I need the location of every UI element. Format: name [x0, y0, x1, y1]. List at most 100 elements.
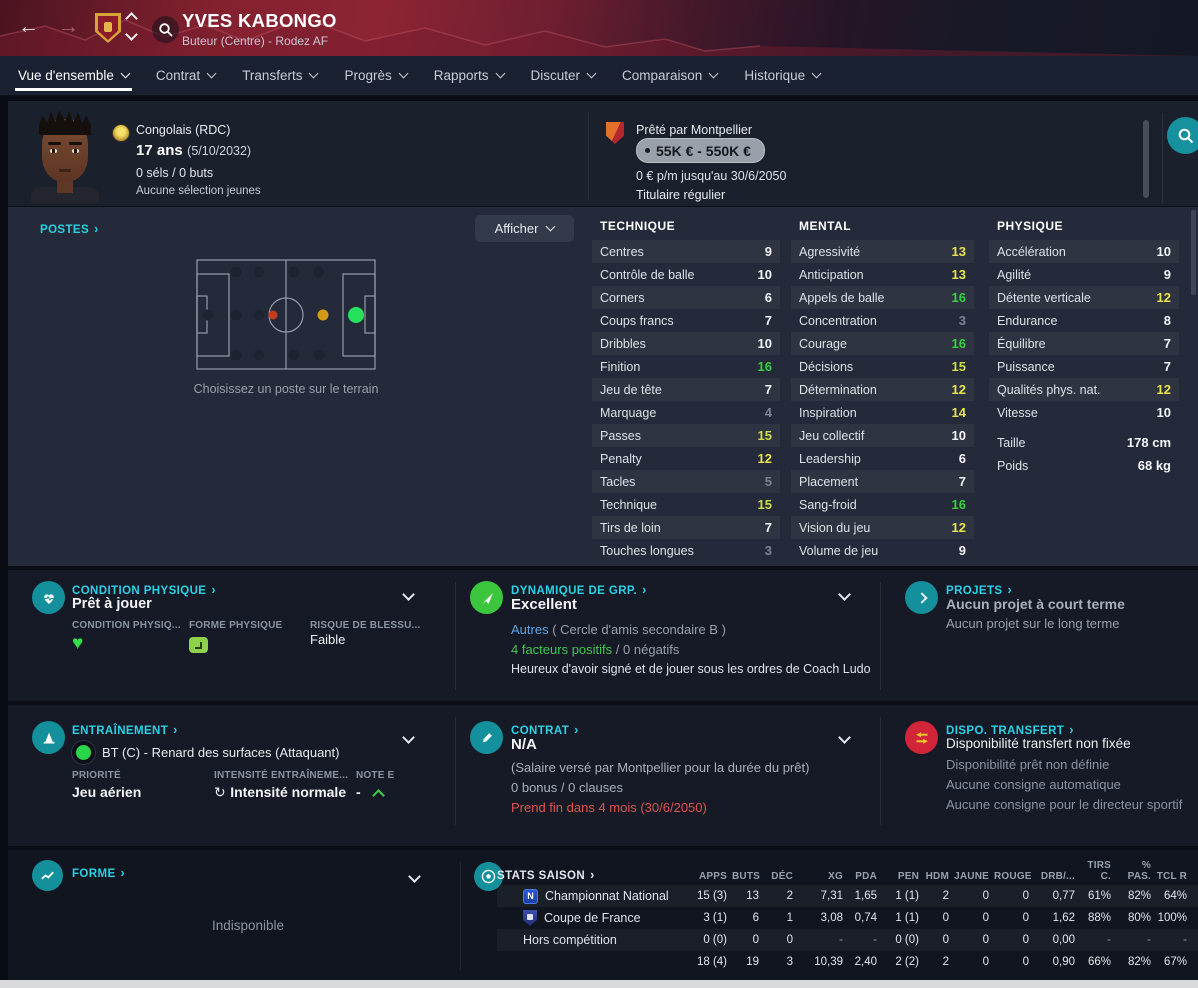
competition-name: Hors compétition: [523, 933, 617, 947]
position-slot-dot[interactable]: [202, 309, 214, 321]
tab-rapports[interactable]: Rapports: [434, 56, 505, 95]
training-section-link[interactable]: ENTRAÎNEMENT: [72, 723, 178, 737]
tab-vue-d-ensemble[interactable]: Vue d'ensemble: [15, 56, 132, 95]
condition-status: Prêt à jouer: [72, 596, 152, 612]
position-slot-dot[interactable]: [313, 266, 325, 278]
vertical-scrollbar[interactable]: [1143, 120, 1149, 198]
projects-long-term: Aucun projet sur le long terme: [946, 616, 1120, 631]
training-collapse-button[interactable]: [402, 729, 415, 747]
dynamics-negative-factors: 0 négatifs: [623, 642, 680, 657]
position-pitch[interactable]: [196, 259, 376, 370]
contract-collapse-button[interactable]: [838, 729, 851, 747]
condition-section-link[interactable]: CONDITION PHYSIQUE: [72, 583, 216, 597]
position-slot-dot[interactable]: [230, 349, 242, 361]
mental-header: MENTAL: [799, 219, 852, 233]
position-rating-dot[interactable]: [348, 307, 364, 323]
position-slot-dot[interactable]: [288, 349, 300, 361]
stat-value: 2: [786, 890, 793, 902]
attribute-label: Technique: [600, 497, 657, 512]
chevron-down-icon: [309, 68, 319, 79]
height-label: Taille: [997, 435, 1026, 450]
position-slot-dot[interactable]: [253, 266, 265, 278]
attribute-value: 9: [1163, 267, 1171, 282]
stats-section-link[interactable]: STATS SAISON: [497, 868, 686, 882]
back-arrow-button[interactable]: ←: [18, 15, 39, 38]
stat-value: -: [1107, 934, 1111, 946]
position-slot-dot[interactable]: [313, 349, 325, 361]
attribute-value: 9: [958, 543, 966, 558]
tab-historique[interactable]: Historique: [744, 56, 822, 95]
competition-cell[interactable]: N Championnat National: [497, 888, 686, 904]
dynamics-section-link[interactable]: DYNAMIQUE DE GRP.: [511, 583, 647, 597]
position-slot-dot[interactable]: [253, 349, 265, 361]
form-section-link[interactable]: FORME: [72, 866, 125, 880]
transfer-section-link[interactable]: DISPO. TRANSFERT: [946, 723, 1074, 737]
tab-contrat[interactable]: Contrat: [156, 56, 217, 95]
attribute-value: 15: [757, 497, 772, 512]
stat-value: 13: [746, 890, 759, 902]
main-nav: Vue d'ensemble Contrat Transferts Progrès Ra…: [0, 56, 1198, 96]
pitch-caption: Choisissez un poste sur le terrain: [193, 382, 379, 396]
dynamics-positive-factors[interactable]: 4 facteurs positifs: [511, 642, 613, 657]
attribute-row: Agressivité 13: [791, 240, 974, 263]
competition-cell[interactable]: Coupe de France: [497, 910, 686, 926]
attribute-value: 16: [951, 497, 966, 512]
transfer-line3: Aucune consigne automatique: [946, 777, 1121, 792]
position-slot-dot[interactable]: [230, 309, 242, 321]
divider: [880, 582, 881, 690]
attribute-value: 12: [757, 451, 772, 466]
attribute-row: Jeu collectif 10: [791, 424, 974, 447]
projects-section-link[interactable]: PROJETS: [946, 583, 1012, 597]
contract-section-link[interactable]: CONTRAT: [511, 723, 579, 737]
crest-inner: [98, 16, 118, 40]
attribute-label: Concentration: [799, 313, 877, 328]
search-fab-button[interactable]: [1167, 117, 1198, 154]
positions-section-link[interactable]: POSTES: [40, 222, 99, 236]
attribute-label: Touches longues: [600, 543, 694, 558]
attribute-value: 10: [1156, 405, 1171, 420]
divider: [588, 112, 589, 200]
technique-column: TECHNIQUE Centres 9 Contrôle de balle 10 Cor…: [592, 219, 780, 562]
player-nationality: Congolais (RDC): [136, 123, 231, 137]
show-dropdown-button[interactable]: Afficher: [475, 215, 574, 242]
football-icon: [481, 869, 496, 884]
tab-transferts[interactable]: Transferts: [242, 56, 319, 95]
position-rating-dot[interactable]: [268, 310, 278, 320]
player-stepper[interactable]: [125, 12, 138, 41]
height-value: 178 cm: [1126, 435, 1171, 450]
montpellier-club-crest[interactable]: [606, 122, 624, 144]
stat-value: 67%: [1163, 956, 1187, 968]
attribute-row: Penalty 12: [592, 447, 780, 470]
divider: [455, 582, 456, 690]
attribute-value: 7: [958, 474, 966, 489]
forward-arrow-button[interactable]: →: [58, 15, 79, 38]
stats-row: Coupe de France 3 (1) 6 1 3,08 0,74 1 (1) 0 0 0 1,…: [497, 907, 1198, 929]
stat-value: 19: [746, 956, 759, 968]
tab-comparaison[interactable]: Comparaison: [622, 56, 719, 95]
competition-badge: N: [523, 888, 538, 904]
form-collapse-button[interactable]: [408, 868, 421, 886]
attribute-row: Centres 9: [592, 240, 780, 263]
attribute-row: Endurance 8: [989, 309, 1179, 332]
attribute-value: 3: [958, 313, 966, 328]
header-search-button[interactable]: [152, 16, 179, 43]
competition-cell[interactable]: Hors compétition: [497, 933, 686, 947]
attribute-label: Vision du jeu: [799, 520, 871, 535]
dynamics-group-link[interactable]: Autres: [511, 622, 549, 637]
position-rating-dot[interactable]: [317, 309, 329, 321]
chevron-down-icon: [811, 68, 822, 79]
position-slot-dot[interactable]: [253, 309, 265, 321]
tab-discuter[interactable]: Discuter: [531, 56, 597, 95]
training-assignment[interactable]: BT (C) - Renard des surfaces (Attaquant): [102, 745, 340, 760]
attribute-value: 7: [764, 520, 772, 535]
chevron-up-icon[interactable]: [125, 12, 138, 25]
condition-collapse-button[interactable]: [402, 586, 415, 604]
dynamics-collapse-button[interactable]: [838, 586, 851, 604]
chevron-down-icon[interactable]: [125, 28, 138, 41]
position-slot-dot[interactable]: [288, 266, 300, 278]
stat-value: 1,62: [1052, 912, 1075, 924]
position-slot-dot[interactable]: [230, 266, 242, 278]
attributes-scrollbar[interactable]: [1191, 210, 1196, 295]
tab-progr-s[interactable]: Progrès: [344, 56, 409, 95]
player-youth-caps: Aucune sélection jeunes: [136, 185, 261, 197]
